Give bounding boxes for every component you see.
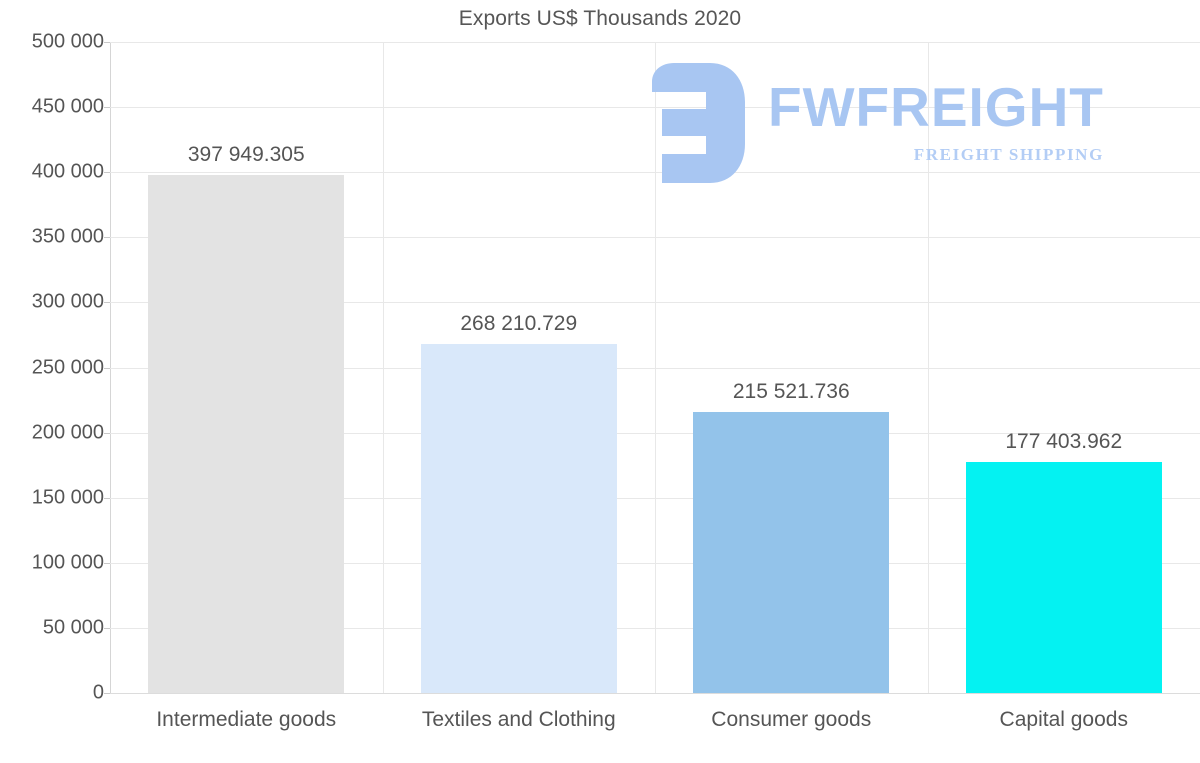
y-tick-mark xyxy=(104,42,111,43)
gridline-vertical xyxy=(382,42,384,693)
plot-area xyxy=(110,42,1200,694)
y-tick-mark xyxy=(104,302,111,304)
y-tick-label: 50 000 xyxy=(42,616,104,639)
y-tick-label: 150 000 xyxy=(31,486,104,509)
chart-title: Exports US$ Thousands 2020 xyxy=(458,7,742,30)
bar-value-label: 215 521.736 xyxy=(732,380,850,404)
y-tick-mark xyxy=(104,367,111,369)
y-tick-mark xyxy=(104,562,111,564)
y-axis: 0 50 000 100 000 150 000 200 000 250 000 300 0… xyxy=(0,31,111,704)
y-tick-mark xyxy=(104,172,111,174)
gridline-vertical xyxy=(927,42,929,693)
y-tick-mark xyxy=(104,107,111,109)
x-tick-label: Capital goods xyxy=(999,708,1128,731)
y-tick-label: 100 000 xyxy=(31,551,104,574)
y-tick-label: 400 000 xyxy=(31,160,104,183)
x-tick-label: Textiles and Clothing xyxy=(421,708,616,731)
y-tick-label: 200 000 xyxy=(31,421,104,444)
bar-value-label: 268 210.729 xyxy=(460,311,578,335)
x-axis: Intermediate goods Textiles and Clothing C… xyxy=(0,700,1200,750)
bar[interactable] xyxy=(965,462,1162,693)
gridline-horizontal xyxy=(110,693,1200,694)
y-tick-label: 450 000 xyxy=(31,95,104,118)
bar[interactable] xyxy=(420,343,617,693)
bar-value-label: 397 949.305 xyxy=(187,142,305,166)
bar-value-label: 177 403.962 xyxy=(1005,430,1123,454)
y-tick-label: 0 xyxy=(92,681,104,704)
y-tick-mark xyxy=(104,237,111,239)
y-tick-mark xyxy=(104,497,111,499)
bar[interactable] xyxy=(148,174,345,693)
gridline-vertical xyxy=(655,42,656,693)
x-tick-label: Intermediate goods xyxy=(156,708,337,731)
y-tick-label: 350 000 xyxy=(31,225,104,248)
y-tick-mark xyxy=(104,627,111,629)
bar[interactable] xyxy=(693,412,890,693)
y-tick-label: 300 000 xyxy=(31,290,104,313)
x-tick-label: Consumer goods xyxy=(711,708,872,731)
y-tick-mark xyxy=(104,693,111,694)
y-tick-label: 500 000 xyxy=(31,30,104,53)
y-tick-label: 250 000 xyxy=(31,356,104,378)
y-tick-mark xyxy=(104,432,111,434)
